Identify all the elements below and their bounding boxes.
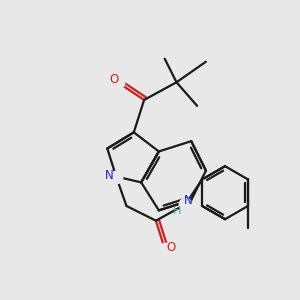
Text: O: O bbox=[166, 241, 175, 254]
Text: H: H bbox=[173, 206, 181, 216]
Text: O: O bbox=[110, 73, 119, 86]
Text: N: N bbox=[104, 169, 113, 182]
Text: N: N bbox=[184, 194, 193, 207]
